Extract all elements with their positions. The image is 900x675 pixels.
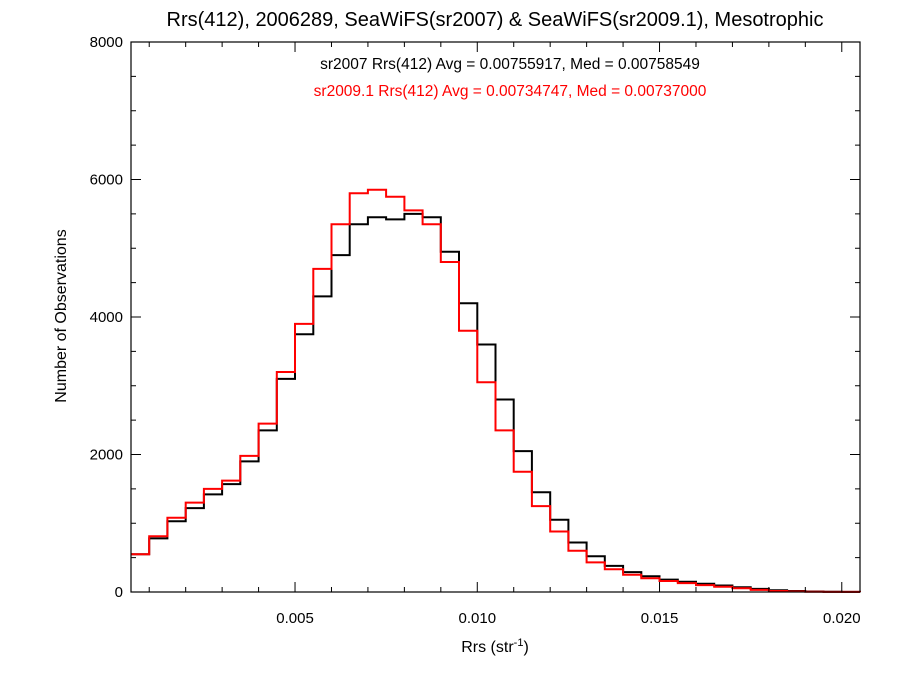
sr2009-stats-annotation: sr2009.1 Rrs(412) Avg = 0.00734747, Med … bbox=[314, 83, 707, 100]
chart-title: Rrs(412), 2006289, SeaWiFS(sr2007) & Sea… bbox=[167, 9, 824, 31]
x-axis-label-main: Rrs (str bbox=[461, 639, 514, 656]
x-axis-label-sup: -1 bbox=[514, 637, 524, 649]
y-tick-label: 6000 bbox=[90, 172, 123, 189]
y-tick-label: 8000 bbox=[90, 34, 123, 51]
y-tick-label: 2000 bbox=[90, 447, 123, 464]
x-axis-label-close: ) bbox=[523, 639, 528, 656]
y-tick-label: 0 bbox=[115, 584, 123, 601]
x-tick-label: 0.015 bbox=[641, 610, 679, 627]
x-axis-label: Rrs (str-1) bbox=[461, 637, 529, 656]
x-tick-label: 0.010 bbox=[459, 610, 497, 627]
x-tick-label: 0.020 bbox=[823, 610, 861, 627]
y-axis-label: Number of Observations bbox=[53, 229, 70, 402]
x-tick-label: 0.005 bbox=[276, 610, 314, 627]
x-axis-ticks: 0.005 0.010 0.015 0.020 bbox=[148, 42, 861, 627]
sr2007-stats-annotation: sr2007 Rrs(412) Avg = 0.00755917, Med = … bbox=[320, 56, 700, 73]
y-axis-ticks: 0 2000 4000 6000 8000 bbox=[90, 34, 860, 601]
y-tick-label: 4000 bbox=[90, 309, 123, 326]
